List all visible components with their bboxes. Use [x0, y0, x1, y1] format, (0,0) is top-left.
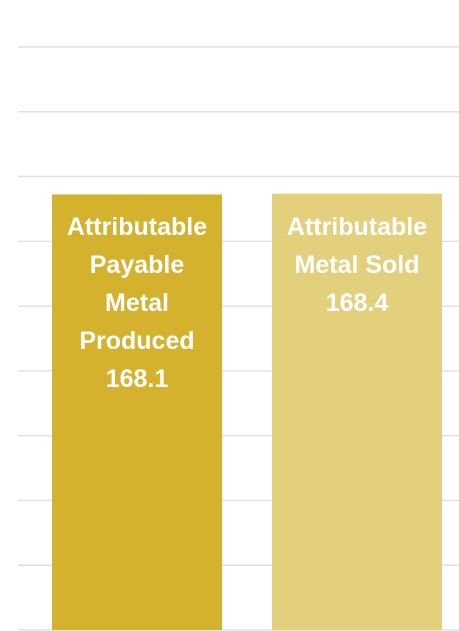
bar-label: Attributable Payable Metal Produced 168.1 [52, 208, 222, 398]
bar [52, 194, 222, 631]
category-label: Attributable Payable Metal Produced [66, 213, 208, 356]
bar-label: Attributable Metal Sold 168.4 [272, 208, 442, 322]
value-label: 168.4 [325, 288, 389, 317]
value-label: 168.1 [105, 365, 169, 394]
bar [272, 193, 442, 630]
category-label: Attributable Metal Sold [286, 212, 428, 279]
